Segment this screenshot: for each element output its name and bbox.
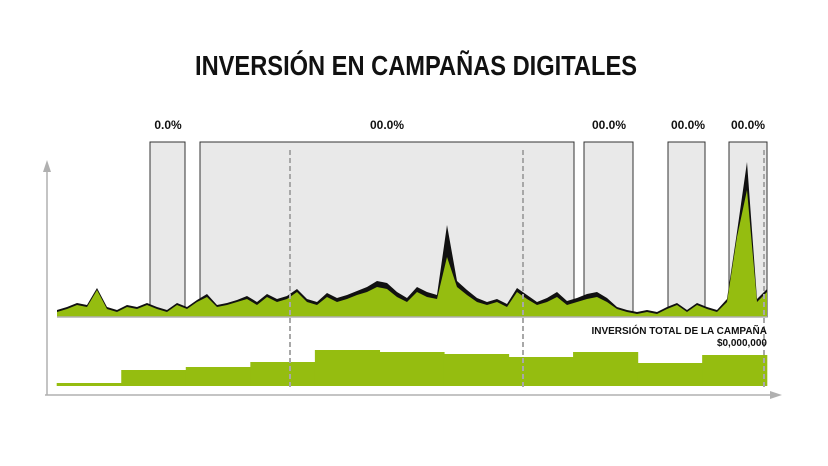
step-bar	[379, 352, 445, 386]
x-arrow	[770, 391, 782, 399]
step-bar	[121, 370, 187, 386]
period-box	[583, 141, 634, 318]
step-bar	[250, 362, 316, 386]
step-bar	[443, 354, 510, 386]
period-label: 00.0%	[671, 118, 705, 132]
period-label: 00.0%	[592, 118, 626, 132]
y-arrow	[43, 160, 51, 172]
step-bar	[573, 352, 639, 386]
chart-title: INVERSIÓN EN CAMPAÑAS DIGITALES	[195, 50, 637, 81]
step-bar	[314, 350, 381, 386]
total: $0,000,000	[717, 338, 767, 349]
step-bar	[185, 367, 251, 386]
period-box	[667, 141, 706, 318]
period-label: 00.0%	[731, 118, 765, 132]
period-box	[149, 141, 186, 318]
annotation: INVERSIÓN TOTAL DE LA CAMPAÑA	[591, 324, 767, 337]
step-bar	[56, 383, 122, 386]
period-label: 00.0%	[370, 118, 404, 132]
step-bar	[702, 355, 768, 386]
marks	[56, 162, 768, 386]
period-label: 0.0%	[154, 118, 182, 132]
step-bar	[508, 357, 574, 386]
step-bar	[637, 363, 703, 386]
